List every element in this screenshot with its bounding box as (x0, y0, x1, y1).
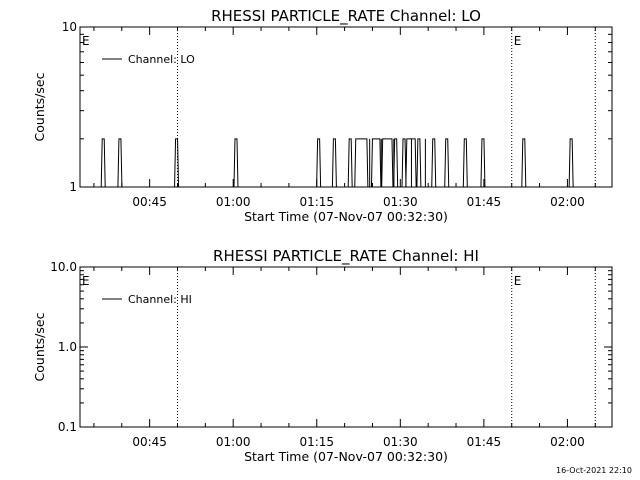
chart-title: RHESSI PARTICLE_RATE Channel: HI (213, 247, 479, 266)
x-tick-label: 01:00 (216, 435, 251, 449)
data-pulse (316, 138, 322, 188)
y-axis-label: Counts/sec (32, 312, 47, 381)
x-tick-label: 01:15 (299, 435, 334, 449)
y-tick-label: 1.0 (58, 340, 77, 354)
plot-frame (79, 266, 613, 428)
data-pulse (431, 138, 437, 188)
y-tick-label: 10 (62, 20, 77, 34)
data-pulse (568, 138, 574, 188)
x-tick-label: 01:30 (383, 435, 418, 449)
x-axis-label: Start Time (07-Nov-07 00:32:30) (244, 449, 448, 464)
data-pulse (401, 138, 407, 188)
data-pulse (100, 138, 106, 188)
x-tick-label: 01:30 (383, 195, 418, 209)
x-tick-label: 02:00 (550, 435, 585, 449)
data-plateau (370, 138, 382, 188)
x-tick-label: 00:45 (132, 435, 167, 449)
data-pulse (331, 138, 337, 188)
data-plateau (354, 138, 369, 188)
flag-label: E (82, 274, 90, 288)
chart-title: RHESSI PARTICLE_RATE Channel: LO (211, 7, 481, 26)
flag-label: E (82, 34, 90, 48)
data-pulse (416, 138, 422, 188)
x-tick-label: 01:45 (467, 195, 502, 209)
x-axis-label: Start Time (07-Nov-07 00:32:30) (244, 209, 448, 224)
data-pulse (462, 138, 468, 188)
y-tick-label: 1 (69, 180, 77, 194)
flag-label: E (514, 274, 522, 288)
data-pulse (347, 138, 353, 188)
plot-frame (79, 26, 613, 188)
x-tick-label: 01:00 (216, 195, 251, 209)
footer-timestamp: 16-Oct-2021 22:10 (556, 466, 632, 475)
data-pulse (521, 138, 527, 188)
data-pulse (233, 138, 239, 188)
data-pulse (174, 138, 180, 188)
data-pulse (480, 138, 486, 188)
x-tick-label: 02:00 (550, 195, 585, 209)
x-tick-label: 01:15 (299, 195, 334, 209)
x-tick-label: 01:45 (467, 435, 502, 449)
flag-label: E (514, 34, 522, 48)
legend-label: Channel: LO (128, 53, 195, 66)
data-pulse (444, 138, 450, 188)
data-pulse (117, 138, 123, 188)
y-axis-label: Counts/sec (32, 72, 47, 141)
legend-label: Channel: HI (128, 293, 192, 306)
y-tick-label: 10.0 (50, 260, 77, 274)
y-tick-label: 0.1 (58, 420, 77, 434)
x-tick-label: 00:45 (132, 195, 167, 209)
data-plateau (381, 138, 394, 188)
